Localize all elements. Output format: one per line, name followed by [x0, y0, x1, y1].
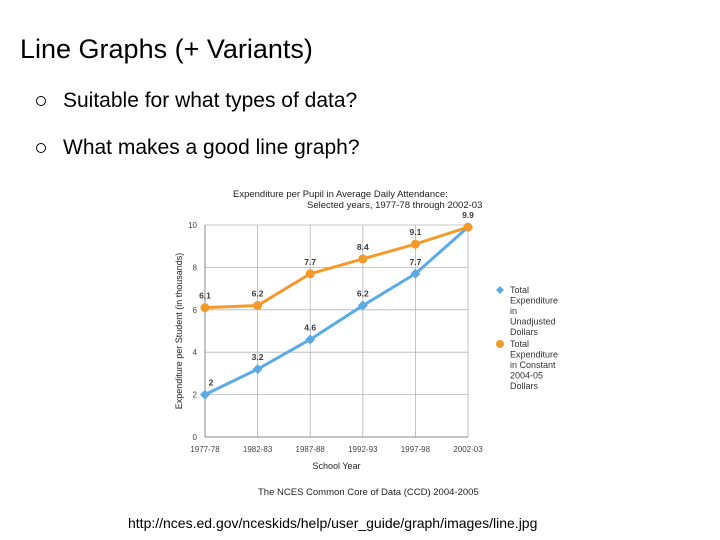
- data-label: 6.2: [357, 289, 369, 299]
- y-tick-label: 6: [193, 306, 198, 315]
- data-point: [410, 239, 420, 249]
- data-label: 7.7: [304, 257, 316, 267]
- bullet-item: Suitable for what types of data?: [36, 86, 360, 116]
- data-point: [305, 269, 315, 279]
- x-tick-label: 1997-98: [401, 445, 431, 454]
- y-tick-label: 8: [193, 263, 198, 272]
- chart-footer: The NCES Common Core of Data (CCD) 2004-…: [258, 487, 479, 498]
- data-label: 3.2: [252, 352, 264, 362]
- series-line: [204, 225, 469, 396]
- legend-entry-line: in Constant: [510, 360, 556, 370]
- legend-entry-line: Dollars: [510, 327, 539, 337]
- data-label: 9.1: [409, 227, 421, 237]
- data-point: [410, 268, 421, 279]
- data-point: [252, 364, 263, 375]
- data-label: 6.2: [252, 289, 264, 299]
- legend-entry-line: Total: [510, 339, 529, 349]
- data-point: [200, 303, 210, 313]
- data-point: [357, 300, 368, 311]
- data-label: 9.9: [462, 210, 474, 220]
- bullet-text: What makes a good line graph?: [63, 136, 360, 159]
- data-point: [463, 222, 473, 232]
- x-tick-label: 1982-83: [243, 445, 273, 454]
- data-label: 2: [209, 378, 214, 388]
- legend-marker: [496, 286, 504, 294]
- data-point: [200, 389, 210, 400]
- legend-entry-line: Total: [510, 285, 529, 295]
- legend-marker: [496, 340, 504, 348]
- data-point: [305, 334, 316, 345]
- legend-entry-line: in: [510, 306, 517, 316]
- y-axis-label: Expenditure per Student (in thousands): [174, 253, 184, 410]
- bullet-text: Suitable for what types of data?: [63, 89, 358, 112]
- data-point: [253, 301, 263, 311]
- series-line: [204, 225, 469, 310]
- bullet-list: Suitable for what types of data? What ma…: [36, 86, 360, 180]
- circle-bullet-icon: [36, 143, 46, 153]
- data-label: 4.6: [304, 322, 316, 332]
- x-tick-label: 1987-88: [296, 445, 326, 454]
- y-tick-label: 2: [193, 391, 198, 400]
- y-tick-label: 4: [193, 348, 198, 357]
- circle-bullet-icon: [36, 96, 46, 106]
- bullet-item: What makes a good line graph?: [36, 133, 360, 163]
- chart-svg: Expenditure per Pupil in Average Daily A…: [174, 189, 558, 498]
- legend-entry-line: 2004-05: [510, 371, 543, 381]
- y-tick-label: 0: [193, 433, 198, 442]
- x-axis-label: School Year: [312, 461, 360, 471]
- source-url: http://nces.ed.gov/nceskids/help/user_gu…: [128, 515, 538, 531]
- line-chart: Expenditure per Pupil in Average Daily A…: [170, 180, 610, 500]
- data-point: [358, 254, 368, 264]
- chart-title-line: Selected years, 1977-78 through 2002-03: [307, 200, 482, 211]
- legend-entry-line: Expenditure: [510, 350, 558, 360]
- data-label: 7.7: [409, 257, 421, 267]
- x-tick-label: 2002-03: [453, 445, 483, 454]
- data-label: 8.4: [357, 242, 369, 252]
- legend-entry-line: Expenditure: [510, 296, 558, 306]
- x-tick-label: 1992-93: [348, 445, 378, 454]
- legend-entry-line: Dollars: [510, 381, 539, 391]
- slide-title: Line Graphs (+ Variants): [20, 34, 313, 64]
- legend-entry-line: Unadjusted: [510, 317, 556, 327]
- data-label: 6.1: [199, 291, 211, 301]
- y-tick-label: 10: [188, 221, 197, 230]
- x-tick-label: 1977-78: [190, 445, 220, 454]
- chart-title-line: Expenditure per Pupil in Average Daily A…: [233, 189, 448, 200]
